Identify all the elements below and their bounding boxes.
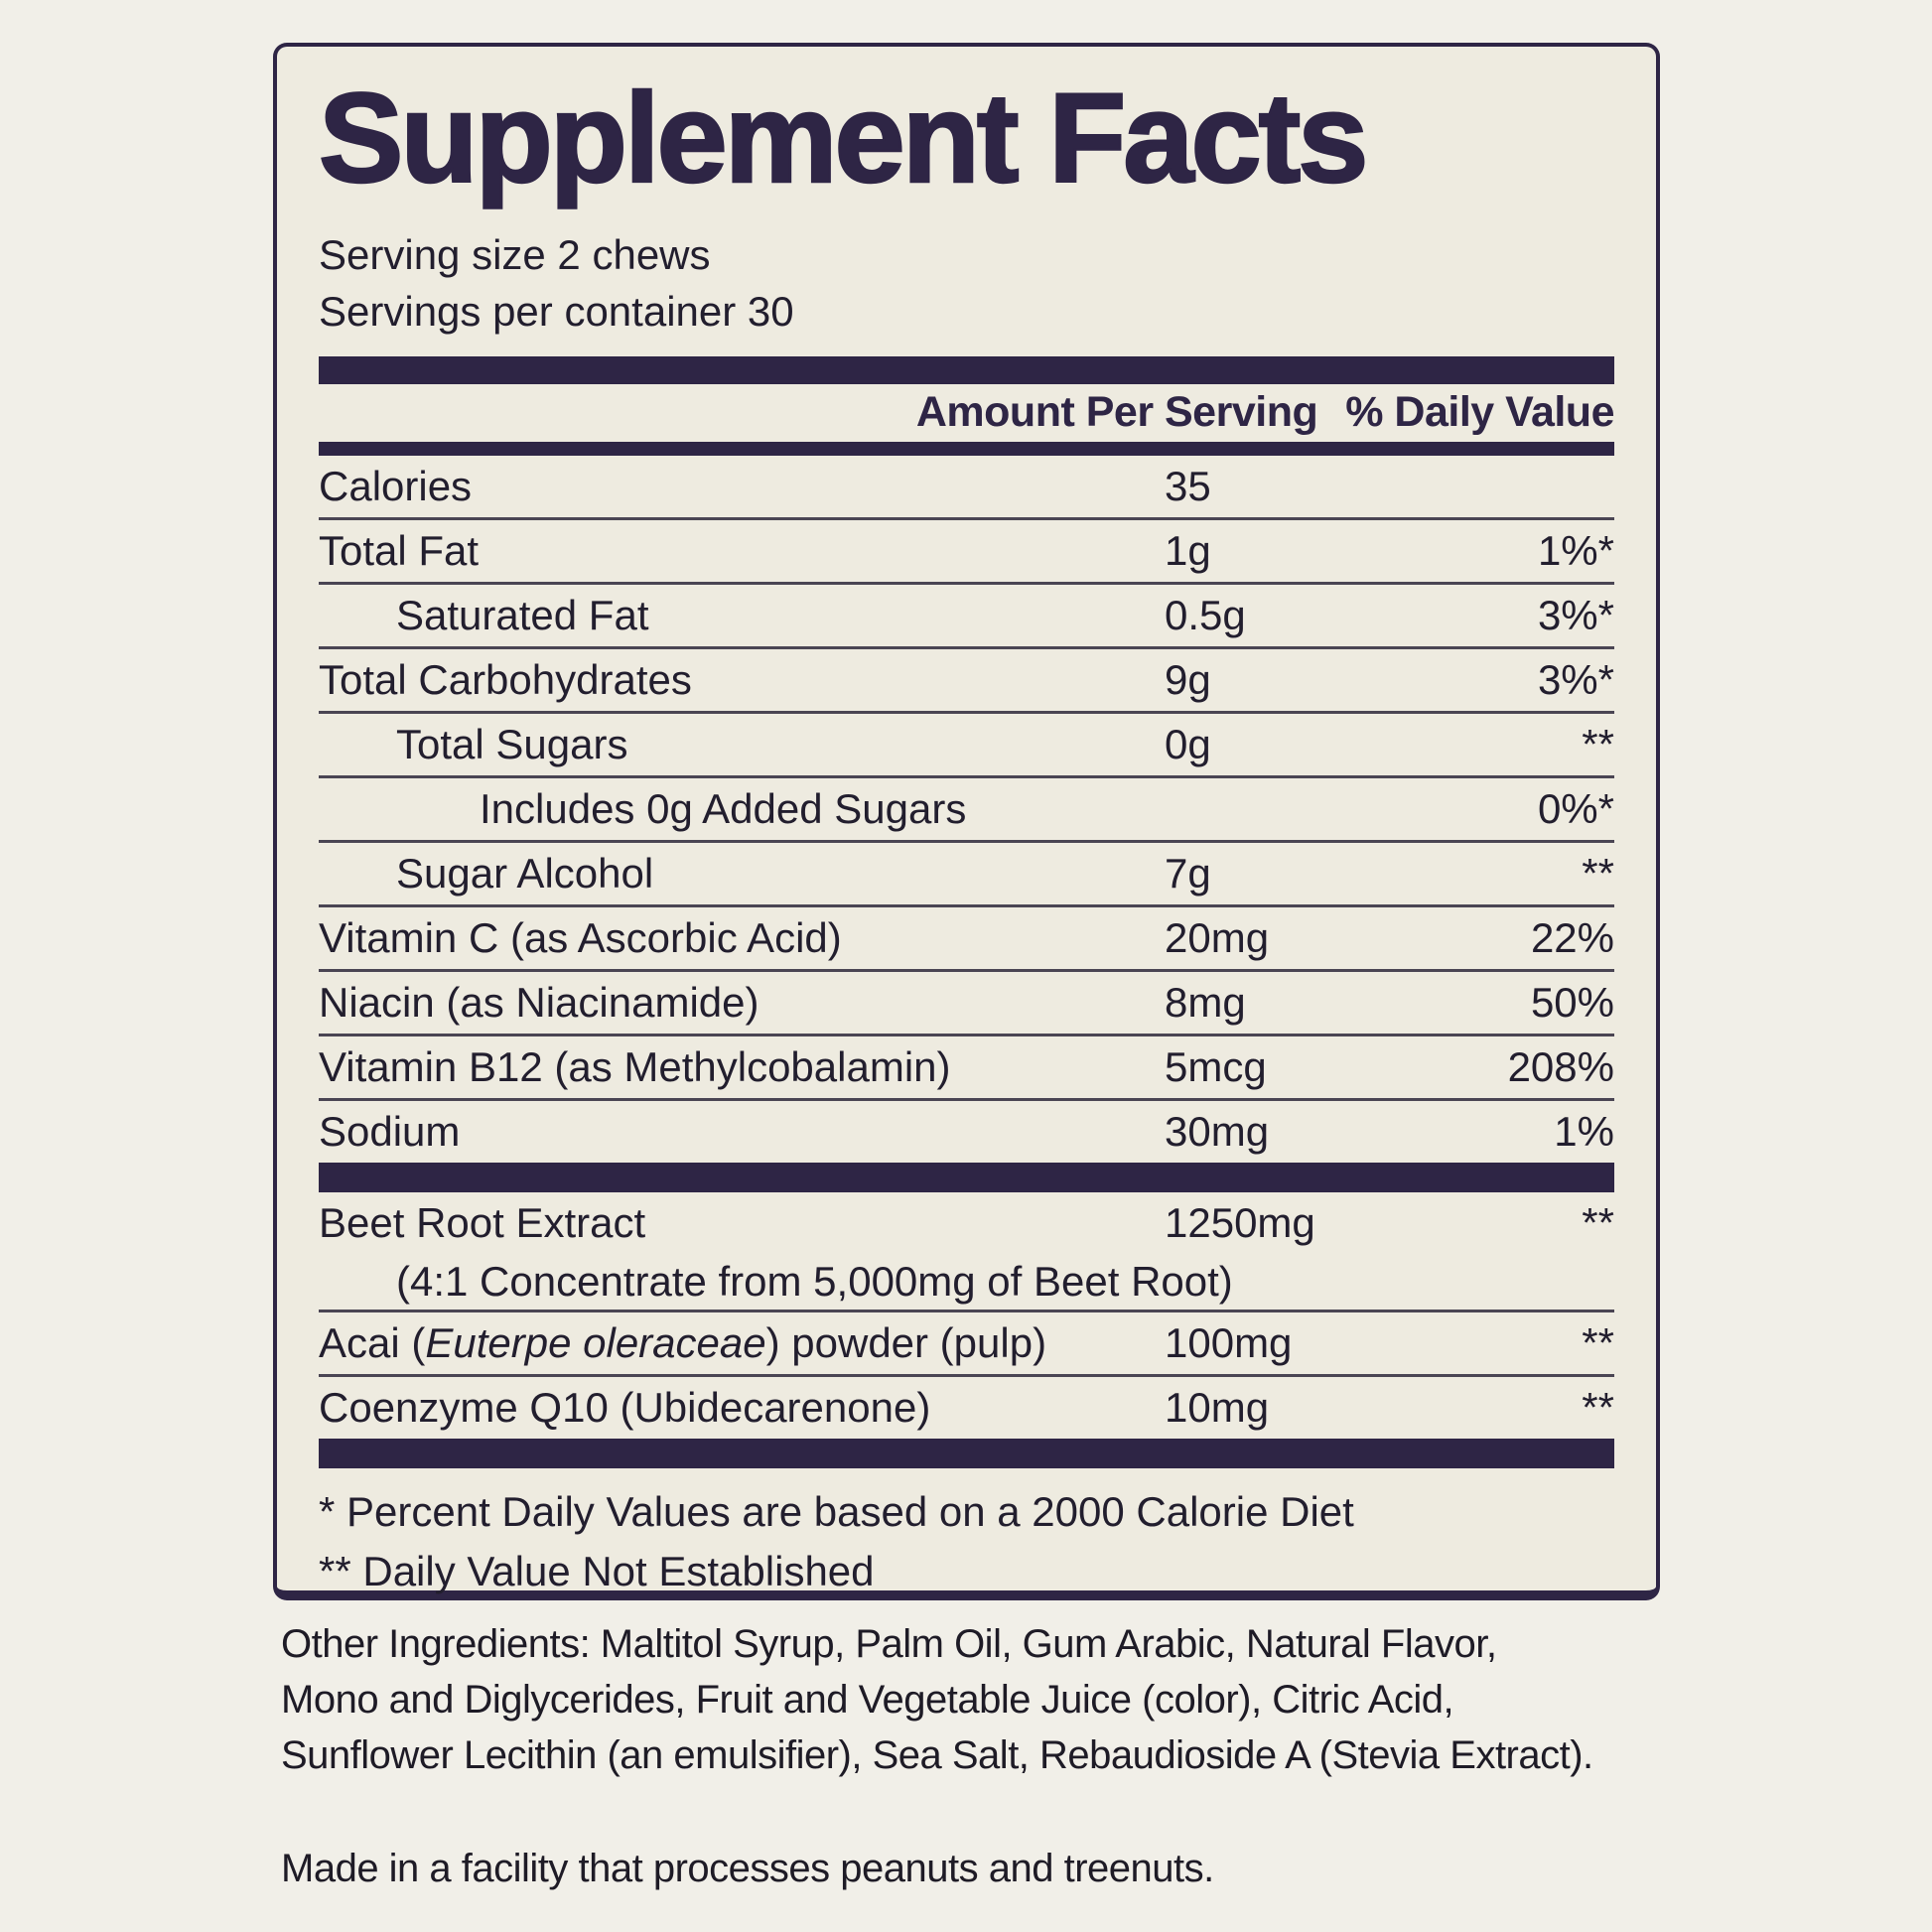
table-row: Sugar Alcohol 7g ** [319, 839, 1614, 904]
nutrient-name: Total Sugars [396, 720, 628, 767]
table-row: Calories 35 [319, 456, 1614, 517]
nutrient-name: Coenzyme Q10 (Ubidecarenone) [319, 1383, 931, 1431]
header-divider-bar [319, 441, 1614, 456]
allergen-notice-text: Made in a facility that processes peanut… [281, 1847, 1214, 1890]
nutrient-daily-value: ** [1582, 1383, 1614, 1431]
table-row: Coenzyme Q10 (Ubidecarenone) 10mg ** [319, 1373, 1614, 1439]
nutrient-daily-value: ** [1582, 720, 1614, 767]
servings-per-container-text: Servings per container 30 [319, 288, 794, 336]
column-headers: Amount Per Serving % Daily Value [319, 384, 1615, 442]
nutrient-daily-value: 22% [1530, 913, 1614, 961]
nutrient-daily-value: 1%* [1537, 526, 1614, 574]
nutrient-amount: 0g [1165, 720, 1211, 767]
nutrient-daily-value: ** [1582, 849, 1614, 897]
nutrient-amount: 1g [1165, 526, 1211, 574]
nutrient-daily-value: 3%* [1537, 655, 1614, 703]
table-row: Includes 0g Added Sugars 0%* [319, 774, 1614, 840]
table-row: Vitamin C (as Ascorbic Acid) 20mg 22% [319, 903, 1614, 969]
serving-size-text: Serving size 2 chews [319, 231, 711, 279]
footnote-not-established: ** Daily Value Not Established [319, 1548, 875, 1595]
nutrient-amount: 1250mg [1165, 1198, 1315, 1246]
section-divider-bar [319, 1162, 1614, 1192]
nutrient-amount: 0.5g [1165, 591, 1246, 638]
nutrient-daily-value: 0%* [1537, 784, 1614, 832]
panel-title: Supplement Facts [318, 68, 1370, 209]
amount-column-header: Amount Per Serving [915, 388, 1318, 437]
section-divider-bar [319, 355, 1614, 384]
serving-info: Serving size 2 chews Servings per contai… [319, 227, 1614, 340]
nutrient-amount: 5mcg [1165, 1042, 1267, 1090]
nutrient-name: Vitamin B12 (as Methylcobalamin) [319, 1042, 951, 1090]
nutrient-name: Beet Root Extract [319, 1198, 646, 1246]
daily-value-column-header: % Daily Value [1345, 388, 1614, 437]
section-divider-bar [319, 1438, 1614, 1468]
nutrient-daily-value: ** [1582, 1318, 1614, 1366]
nutrient-amount: 100mg [1165, 1318, 1293, 1366]
nutrient-name: Total Fat [319, 526, 480, 574]
nutrient-name: Includes 0g Added Sugars [480, 784, 967, 832]
nutrient-amount: 10mg [1165, 1383, 1270, 1431]
botanical-table: Beet Root Extract 1250mg ** (4:1 Concentrat… [319, 1192, 1614, 1439]
nutrient-amount: 8mg [1165, 978, 1246, 1026]
nutrient-table: Calories 35 Total Fat 1g 1%* Saturated Fat 0.5… [319, 456, 1614, 1163]
table-row: Total Fat 1g 1%* [319, 516, 1614, 582]
table-row: Beet Root Extract 1250mg ** (4:1 Concentrat… [319, 1192, 1614, 1310]
nutrient-name: Saturated Fat [396, 591, 649, 638]
nutrient-daily-value: 208% [1507, 1042, 1614, 1090]
nutrient-amount: 30mg [1165, 1107, 1270, 1155]
table-row: Total Carbohydrates 9g 3%* [319, 645, 1614, 711]
nutrient-daily-value: ** [1582, 1198, 1614, 1246]
nutrient-amount: 7g [1165, 849, 1211, 897]
nutrient-amount: 20mg [1165, 913, 1270, 961]
nutrient-amount: 35 [1165, 462, 1211, 509]
table-row: Acai (Euterpe oleraceae) powder (pulp) 10… [319, 1309, 1614, 1374]
nutrient-daily-value: 3%* [1537, 591, 1614, 638]
footnote-daily-values: * Percent Daily Values are based on a 20… [319, 1487, 1354, 1535]
nutrient-daily-value: 1% [1554, 1107, 1614, 1155]
nutrient-name: Acai (Euterpe oleraceae) powder (pulp) [319, 1318, 1047, 1366]
table-row: Sodium 30mg 1% [319, 1097, 1614, 1163]
other-ingredients-text: Other Ingredients: Maltitol Syrup, Palm … [281, 1622, 1593, 1777]
table-row: Niacin (as Niacinamide) 8mg 50% [319, 968, 1614, 1034]
nutrient-name: Sugar Alcohol [396, 849, 654, 897]
nutrient-name: Total Carbohydrates [319, 655, 692, 703]
nutrient-daily-value: 50% [1530, 978, 1614, 1026]
nutrient-name: Calories [319, 462, 473, 509]
nutrient-name: Sodium [319, 1107, 461, 1155]
supplement-facts-panel: Supplement Facts Serving size 2 chews Se… [273, 43, 1660, 1600]
nutrient-name: Niacin (as Niacinamide) [319, 978, 759, 1026]
nutrient-name: Vitamin C (as Ascorbic Acid) [319, 913, 842, 961]
table-row: Total Sugars 0g ** [319, 710, 1614, 775]
table-row: Vitamin B12 (as Methylcobalamin) 5mcg 208% [319, 1033, 1614, 1098]
table-row: Saturated Fat 0.5g 3%* [319, 581, 1614, 646]
nutrient-subtext: (4:1 Concentrate from 5,000mg of Beet Ro… [396, 1257, 1233, 1305]
footnotes: * Percent Daily Values are based on a 20… [319, 1486, 1614, 1598]
nutrient-amount: 9g [1165, 655, 1211, 703]
